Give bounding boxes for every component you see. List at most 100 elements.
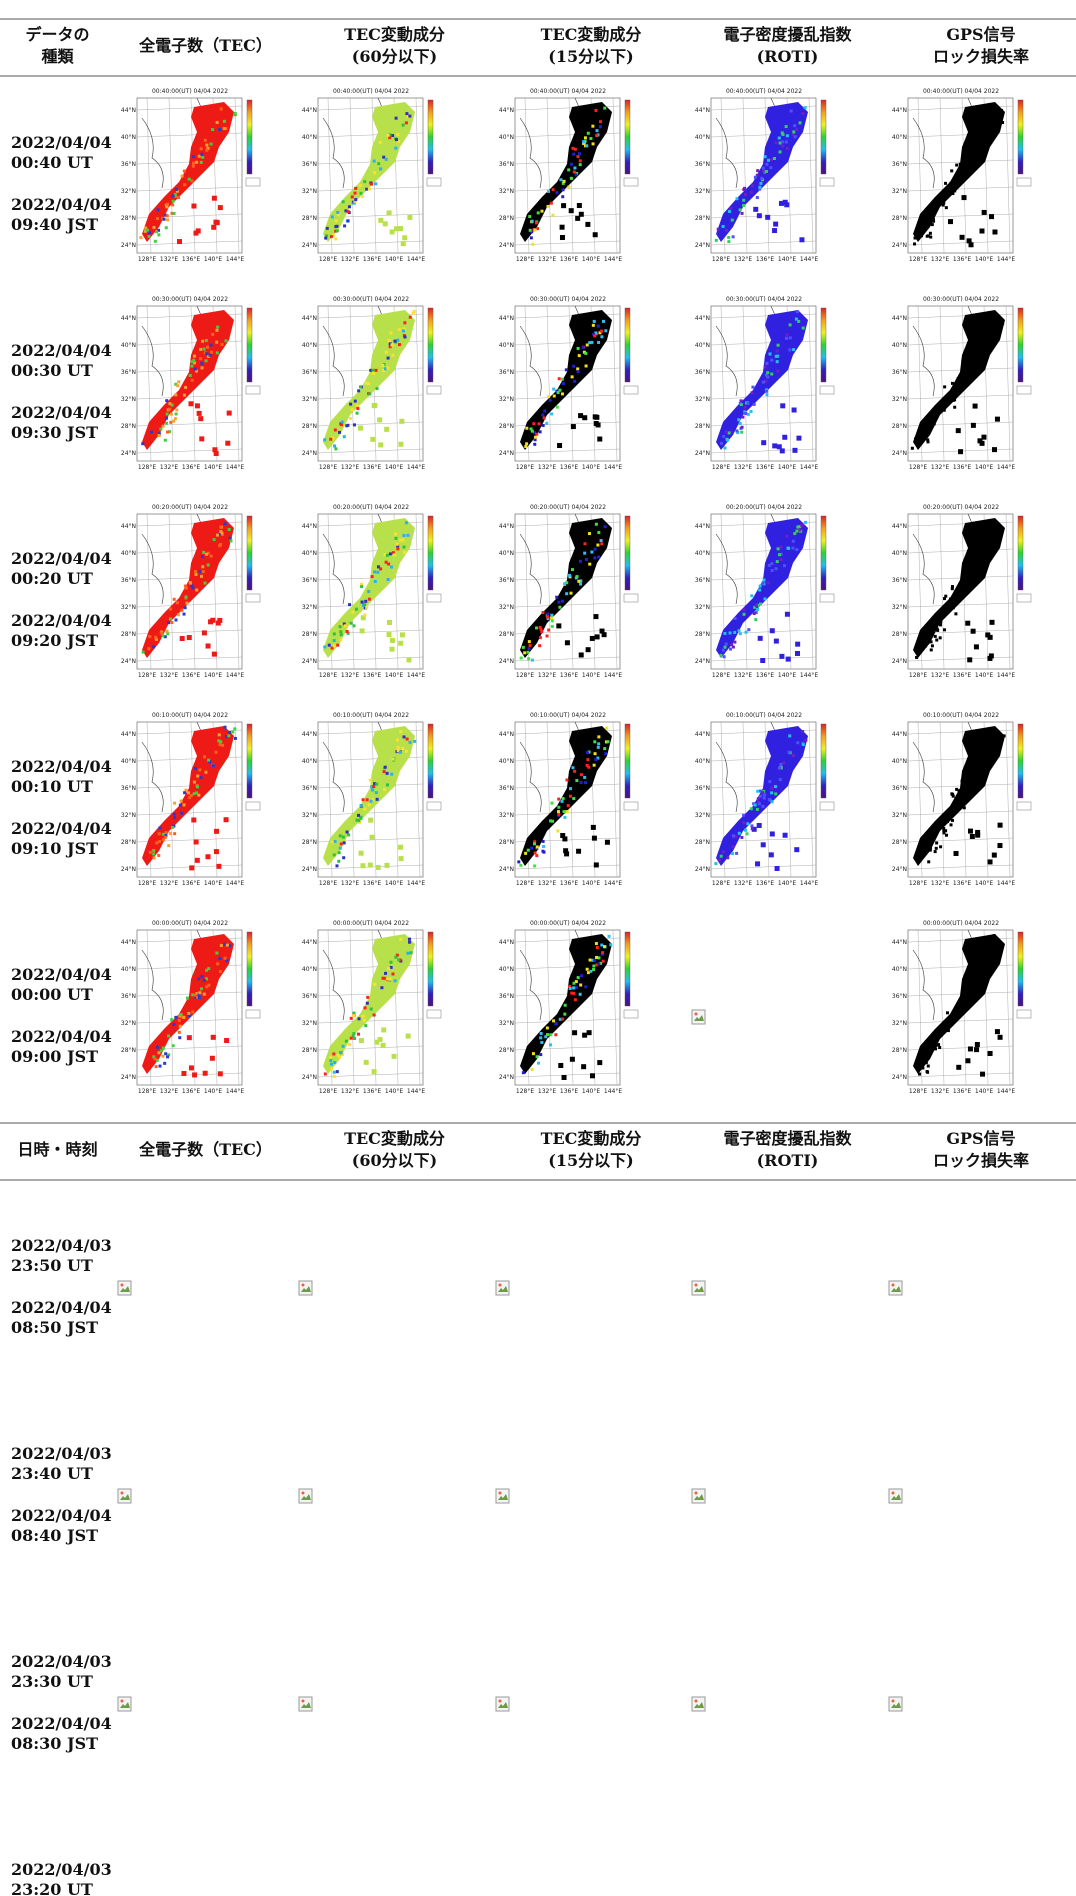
data-cell xyxy=(361,1014,365,1018)
data-cell xyxy=(191,586,195,590)
data-region xyxy=(142,102,234,242)
data-cell xyxy=(358,385,362,389)
data-cell xyxy=(946,401,950,405)
data-cell xyxy=(571,766,575,770)
data-cell xyxy=(582,140,586,144)
data-cell xyxy=(913,242,917,246)
data-cell xyxy=(194,791,198,795)
data-cell xyxy=(928,231,932,235)
grid-line xyxy=(808,305,814,462)
data-cell xyxy=(339,630,343,634)
data-cell xyxy=(363,603,367,607)
data-cell xyxy=(779,552,783,556)
data-cell xyxy=(926,1064,930,1068)
data-region xyxy=(716,102,808,242)
data-cell xyxy=(948,597,952,601)
grid-line xyxy=(808,513,814,670)
data-cell xyxy=(928,848,932,852)
lat-label: 24°N xyxy=(499,450,514,457)
data-cell xyxy=(199,574,203,578)
lon-label: 128°E xyxy=(138,464,156,471)
data-cell xyxy=(586,131,590,135)
header-text: (ROTI) xyxy=(756,47,819,66)
data-cell xyxy=(935,638,939,642)
map-title: 00:40:00(UT) 04/04 2022 xyxy=(530,88,606,95)
data-cell xyxy=(796,525,800,529)
lat-label: 44°N xyxy=(695,731,710,738)
data-cell xyxy=(533,438,537,442)
data-cell xyxy=(205,854,211,860)
data-cell xyxy=(164,1052,168,1056)
grid-line xyxy=(742,721,748,878)
data-cell xyxy=(966,993,970,997)
data-cell xyxy=(401,123,405,127)
lat-label: 28°N xyxy=(121,215,136,222)
data-cell xyxy=(960,381,964,385)
data-cell xyxy=(375,797,379,801)
lat-label: 44°N xyxy=(121,939,136,946)
data-cell xyxy=(351,1034,355,1038)
data-cell xyxy=(193,767,197,771)
data-cell xyxy=(950,792,954,796)
lon-label: 136°E xyxy=(182,880,200,887)
lat-label: 28°N xyxy=(499,1047,514,1054)
data-cell xyxy=(155,1058,159,1062)
lon-label: 140°E xyxy=(582,672,600,679)
data-cell xyxy=(792,447,798,453)
broken-image-icon xyxy=(117,1280,132,1296)
lat-label: 32°N xyxy=(892,188,907,195)
data-cell xyxy=(201,565,205,569)
data-cell xyxy=(216,325,220,329)
data-cell xyxy=(592,763,596,767)
data-cell xyxy=(371,1069,377,1075)
lon-label: 144°E xyxy=(407,1088,425,1095)
data-cell xyxy=(546,1033,550,1037)
data-cell xyxy=(187,177,191,181)
data-cell xyxy=(804,738,808,742)
map-image: 00:40:00(UT) 04/04 202244°N40°N36°N32°N2… xyxy=(695,88,835,263)
data-cell xyxy=(225,440,231,446)
data-cell xyxy=(572,1030,578,1036)
lon-label: 128°E xyxy=(909,880,927,887)
data-cell xyxy=(330,646,334,650)
grid-line xyxy=(415,97,421,254)
data-cell xyxy=(354,607,358,611)
data-cell xyxy=(976,359,980,363)
grid-line xyxy=(514,864,621,870)
data-cell xyxy=(174,195,178,199)
data-cell xyxy=(740,211,744,215)
grid-line xyxy=(808,721,814,878)
data-cell xyxy=(721,850,725,854)
data-cell xyxy=(937,825,941,829)
data-cell xyxy=(408,315,412,319)
lat-label: 40°N xyxy=(121,550,136,557)
data-cell xyxy=(408,940,412,944)
lon-label: 144°E xyxy=(407,256,425,263)
icon-sun xyxy=(301,1491,305,1495)
data-cell xyxy=(973,361,977,365)
lon-label: 136°E xyxy=(363,256,381,263)
data-cell xyxy=(997,1034,1003,1040)
data-cell xyxy=(207,967,211,971)
lat-label: 40°N xyxy=(892,758,907,765)
data-cell xyxy=(578,211,584,217)
data-cell xyxy=(601,959,605,963)
data-cell xyxy=(975,755,979,759)
data-cell xyxy=(782,434,788,440)
data-cell xyxy=(175,408,179,412)
grid-line xyxy=(742,305,748,462)
data-cell xyxy=(228,944,232,948)
data-cell xyxy=(373,982,377,986)
data-cell xyxy=(382,770,386,774)
data-cell xyxy=(737,629,741,633)
logo-box xyxy=(623,1009,639,1019)
data-cell xyxy=(330,215,334,219)
data-cell xyxy=(984,757,988,761)
data-cell xyxy=(374,368,378,372)
datetime-text: 00:00 UT xyxy=(11,985,93,1004)
data-cell xyxy=(163,1061,167,1065)
data-cell xyxy=(152,645,156,649)
colorbar xyxy=(820,99,827,175)
data-cell xyxy=(780,131,784,135)
data-cell xyxy=(375,387,379,391)
